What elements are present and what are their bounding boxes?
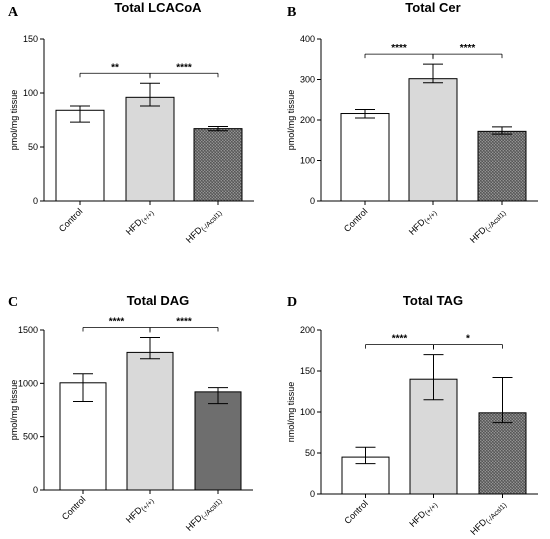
category-label: Control — [57, 206, 85, 234]
y-axis-label: pmol/mg tissue — [9, 90, 19, 151]
y-tick-label: 0 — [310, 489, 315, 499]
y-tick-label: 50 — [28, 142, 38, 152]
y-tick-label: 400 — [300, 34, 315, 44]
chart-title: Total LCACoA — [114, 0, 202, 15]
category-label: HFD(-/Acsl1) — [184, 206, 224, 246]
chart-panel-c: C Total DAG 0 500 1000 1500 pmol/mg tissue Cont… — [8, 293, 253, 534]
y-tick-label: 1500 — [18, 325, 38, 335]
category-label: HFD(+/+) — [407, 498, 439, 530]
y-tick-label: 0 — [33, 485, 38, 495]
panel-letter: B — [287, 5, 296, 20]
chart-title: Total DAG — [127, 293, 190, 308]
category-label: Control — [342, 498, 370, 526]
y-tick-label: 100 — [300, 407, 315, 417]
panel-letter: C — [8, 295, 18, 310]
category-label: HFD(+/+) — [124, 494, 156, 526]
significance-label: **** — [176, 62, 192, 73]
significance-label: **** — [109, 316, 125, 327]
y-tick-label: 150 — [23, 34, 38, 44]
y-axis-label: pmol/mg tissue — [9, 380, 19, 441]
chart-title: Total Cer — [405, 0, 460, 15]
bar — [340, 113, 390, 202]
y-axis-label: nmol/mg tissue — [286, 382, 296, 443]
bar — [55, 109, 105, 202]
significance-label: * — [466, 334, 470, 345]
category-label: HFD(+/+) — [407, 206, 439, 238]
chart-panel-b: B Total Cer 0 100 200 300 400 pmol/mg tissue Con… — [286, 0, 538, 246]
significance-label: **** — [460, 43, 476, 54]
panel-letter: D — [287, 295, 297, 310]
y-tick-label: 500 — [23, 432, 38, 442]
chart-panel-a: A Total LCACoA 0 50 100 150 pmol/mg tissue Cont… — [8, 0, 254, 246]
category-label: HFD(+/+) — [124, 206, 156, 238]
category-label: HFD(-/Acsl1) — [468, 498, 508, 538]
y-tick-label: 0 — [310, 196, 315, 206]
y-axis-label: pmol/mg tissue — [286, 90, 296, 151]
category-label: Control — [60, 494, 88, 522]
y-tick-label: 50 — [305, 448, 315, 458]
significance-label: ** — [111, 62, 119, 73]
chart-panel-d: D Total TAG 0 50 100 150 200 nmol/mg tissue Cont… — [286, 293, 538, 538]
y-tick-label: 100 — [300, 156, 315, 166]
y-tick-label: 150 — [300, 366, 315, 376]
chart-title: Total TAG — [403, 293, 463, 308]
bar — [126, 351, 174, 491]
y-tick-label: 200 — [300, 325, 315, 335]
bar — [408, 78, 458, 202]
bar — [477, 130, 527, 202]
significance-label: **** — [392, 334, 408, 345]
y-tick-label: 200 — [300, 115, 315, 125]
y-tick-label: 100 — [23, 88, 38, 98]
bar — [194, 391, 242, 491]
panel-letter: A — [8, 5, 19, 20]
bar — [193, 128, 243, 202]
significance-label: **** — [176, 316, 192, 327]
significance-label: **** — [391, 43, 407, 54]
y-tick-label: 300 — [300, 75, 315, 85]
bar — [125, 96, 175, 202]
y-tick-label: 1000 — [18, 378, 38, 388]
category-label: Control — [342, 206, 370, 234]
category-label: HFD(-/Acsl1) — [468, 206, 508, 246]
bar — [478, 412, 527, 495]
y-tick-label: 0 — [33, 196, 38, 206]
category-label: HFD(-/Acsl1) — [184, 494, 224, 534]
